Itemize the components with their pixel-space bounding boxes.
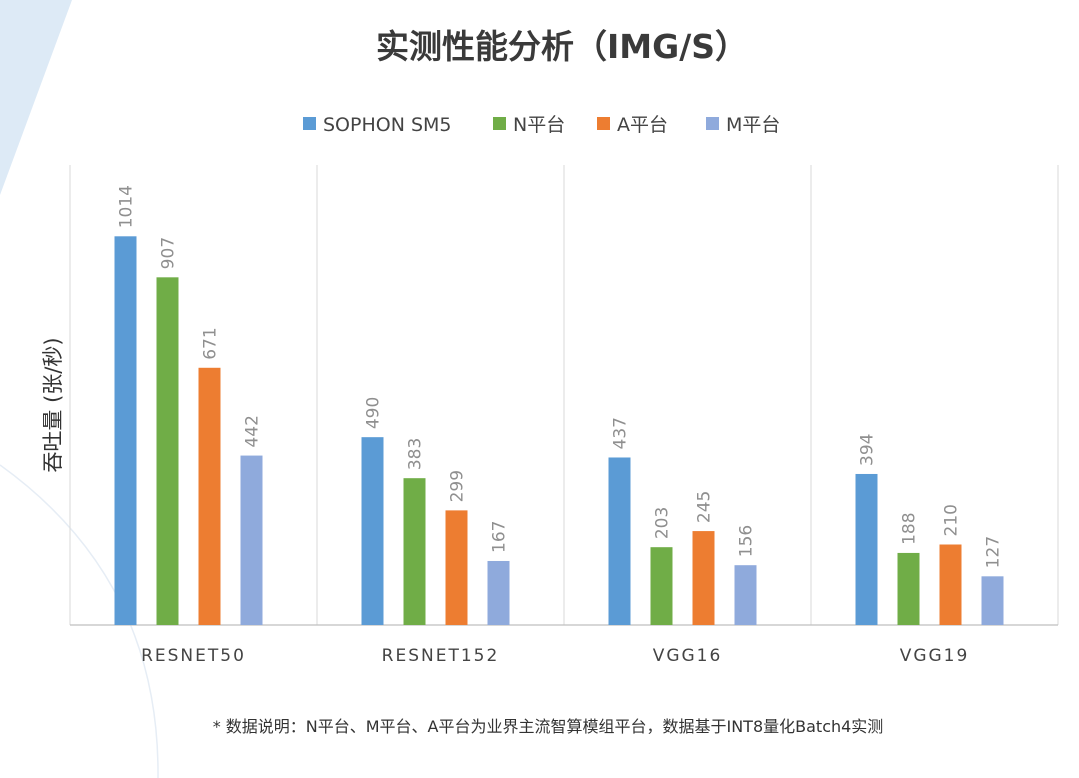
legend-swatch-4 [706, 117, 719, 130]
legend-swatch-1 [303, 117, 316, 130]
bar-resnet50-3 [198, 367, 221, 625]
category-label-resnet50: RESNET50 [141, 646, 246, 666]
data-label-vgg19-1: 394 [858, 434, 878, 466]
bars-group [114, 236, 1004, 626]
legend-label-4: M平台 [726, 114, 780, 136]
legend-swatch-2 [493, 117, 506, 130]
chart-legend: SOPHON SM5 N平台 A平台 M平台 [303, 114, 780, 136]
data-label-vgg16-2: 203 [653, 507, 673, 539]
category-label-vgg16: VGG16 [653, 646, 723, 666]
y-axis-label: 吞吐量 (张/秒) [41, 337, 65, 472]
legend-label-2: N平台 [513, 114, 565, 136]
legend-swatch-3 [597, 117, 610, 130]
bar-vgg16-2 [650, 547, 673, 625]
data-label-vgg19-3: 210 [942, 504, 962, 536]
data-label-resnet152-4: 167 [490, 521, 510, 553]
bar-resnet152-3 [445, 510, 468, 625]
data-label-resnet50-1: 1014 [117, 185, 137, 228]
bar-vgg19-1 [855, 473, 878, 625]
bar-vgg16-1 [608, 457, 631, 625]
bar-resnet50-1 [114, 236, 137, 626]
decor-corner-triangle [0, 0, 72, 195]
footnote: * 数据说明：N平台、M平台、A平台为业界主流智算模组平台，数据基于INT8量化… [213, 717, 884, 736]
category-label-resnet152: RESNET152 [382, 646, 500, 666]
data-label-vgg16-3: 245 [695, 491, 715, 523]
bar-resnet152-4 [487, 560, 510, 625]
bar-resnet50-2 [156, 277, 179, 625]
bar-vgg19-3 [939, 544, 962, 625]
bar-vgg16-4 [734, 565, 757, 625]
category-separators [69, 165, 1059, 625]
bar-resnet152-2 [403, 478, 426, 625]
bar-vgg16-3 [692, 531, 715, 625]
bar-resnet152-1 [361, 437, 384, 625]
data-label-vgg16-4: 156 [737, 525, 757, 557]
bar-vgg19-4 [981, 576, 1004, 625]
data-label-resnet152-1: 490 [364, 397, 384, 429]
data-label-resnet152-3: 299 [448, 470, 468, 502]
data-label-resnet50-4: 442 [243, 415, 263, 447]
category-label-vgg19: VGG19 [900, 646, 970, 666]
chart-title: 实测性能分析（IMG/S） [376, 27, 748, 66]
data-label-resnet50-3: 671 [201, 327, 221, 359]
category-labels-group: RESNET50 RESNET152 VGG16 VGG19 [141, 646, 970, 666]
data-labels-group: 1014 907 671 442 490 383 299 167 437 203 245 156 394… [117, 185, 1004, 568]
bar-resnet50-4 [240, 455, 263, 625]
data-label-vgg19-2: 188 [900, 512, 920, 544]
data-label-resnet50-2: 907 [159, 237, 179, 269]
data-label-vgg19-4: 127 [984, 536, 1004, 568]
legend-label-3: A平台 [617, 114, 668, 136]
legend-label-1: SOPHON SM5 [323, 114, 452, 136]
data-label-resnet152-2: 383 [406, 438, 426, 470]
data-label-vgg16-1: 437 [611, 417, 631, 449]
bar-vgg19-2 [897, 552, 920, 625]
